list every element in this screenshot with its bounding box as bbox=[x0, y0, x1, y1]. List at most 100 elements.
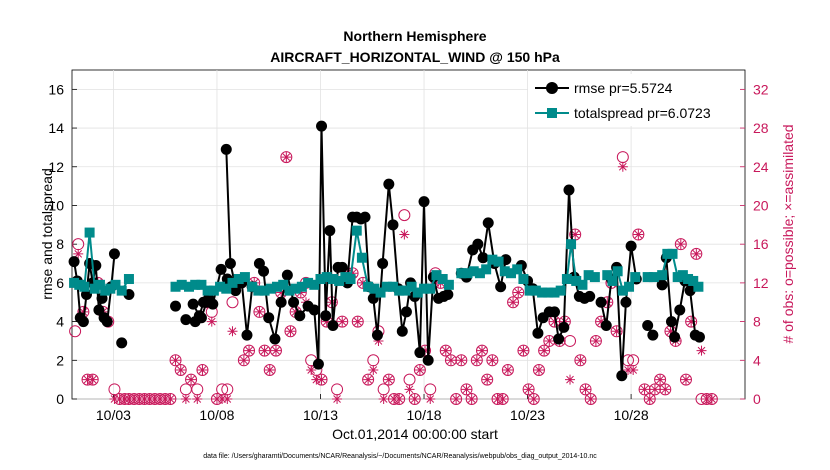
assimilated-obs-marker bbox=[160, 394, 171, 404]
assimilated-obs-marker bbox=[701, 394, 712, 404]
totalspread-point bbox=[577, 279, 588, 290]
totalspread-point bbox=[190, 279, 201, 290]
possible-obs-marker bbox=[579, 383, 592, 396]
rmse-point bbox=[316, 120, 328, 132]
totalspread-point bbox=[69, 277, 80, 288]
totalspread-point bbox=[94, 279, 105, 290]
totalspread-point bbox=[221, 283, 232, 294]
totalspread-point bbox=[555, 285, 566, 296]
totalspread-point bbox=[176, 279, 187, 290]
totalspread-point bbox=[334, 275, 345, 286]
possible-obs-marker bbox=[589, 334, 602, 347]
y-tick-label: 10 bbox=[48, 197, 64, 213]
y2-tick-label: 4 bbox=[753, 352, 761, 368]
rmse-point bbox=[68, 256, 80, 268]
possible-obs-marker bbox=[517, 344, 530, 357]
assimilated-obs-marker bbox=[680, 374, 691, 385]
totalspread-point bbox=[543, 287, 554, 298]
assimilated-obs-marker bbox=[539, 345, 550, 356]
totalspread-point bbox=[278, 279, 289, 290]
totalspread-point bbox=[170, 281, 181, 292]
possible-obs-marker bbox=[527, 393, 540, 405]
x-tick-label: 10/23 bbox=[510, 407, 545, 423]
totalspread-point bbox=[309, 279, 320, 290]
assimilated-obs-marker bbox=[518, 345, 529, 356]
rmse-point bbox=[684, 285, 696, 297]
rmse-point bbox=[108, 248, 120, 260]
totalspread-point bbox=[321, 272, 332, 283]
totalspread-point bbox=[688, 275, 699, 286]
legend-spread-marker bbox=[547, 108, 557, 118]
rmse-point bbox=[387, 219, 399, 231]
rmse-point bbox=[422, 354, 434, 366]
assimilated-obs-marker bbox=[254, 306, 265, 317]
possible-obs-marker bbox=[685, 315, 698, 328]
totalspread-point bbox=[381, 281, 392, 292]
possible-obs-marker bbox=[654, 373, 667, 386]
assimilated-obs-marker bbox=[461, 384, 472, 395]
rmse-point bbox=[495, 281, 507, 293]
rmse-point bbox=[359, 211, 371, 223]
y-tick-label: 6 bbox=[56, 275, 64, 291]
assimilated-obs-marker bbox=[368, 364, 379, 375]
assimilated-obs-marker bbox=[285, 326, 296, 337]
assimilated-obs-marker bbox=[321, 316, 332, 327]
rmse-point bbox=[563, 184, 575, 196]
rmse-point bbox=[77, 316, 89, 328]
assimilated-obs-marker bbox=[617, 161, 628, 172]
possible-obs-marker bbox=[280, 151, 293, 164]
x-tick-label: 10/18 bbox=[407, 407, 442, 423]
totalspread-point bbox=[89, 283, 100, 294]
right-axis: 0 4 8 12 16 20 24 28 32 bbox=[740, 81, 769, 407]
assimilated-obs-marker bbox=[706, 394, 717, 404]
totalspread-point bbox=[84, 227, 95, 238]
assimilated-obs-marker bbox=[134, 394, 145, 404]
assimilated-obs-marker bbox=[87, 374, 98, 385]
rmse-point bbox=[383, 178, 395, 190]
assimilated-obs-marker bbox=[144, 394, 155, 404]
possible-obs-marker bbox=[507, 296, 520, 309]
x-tick-label: 10/08 bbox=[199, 407, 234, 423]
totalspread-point bbox=[672, 272, 683, 283]
possible-obs-marker bbox=[243, 344, 256, 357]
rmse-point bbox=[414, 347, 426, 359]
rmse-point bbox=[308, 304, 320, 316]
rmse-point bbox=[600, 319, 612, 331]
assimilated-obs-marker bbox=[197, 364, 208, 375]
totalspread-point bbox=[265, 283, 276, 294]
totalspread-point bbox=[284, 285, 295, 296]
totalspread-point bbox=[683, 274, 694, 285]
possible-obs-marker bbox=[450, 393, 463, 405]
rmse-point bbox=[193, 310, 205, 322]
rmse-point bbox=[532, 327, 544, 339]
totalspread-point bbox=[419, 283, 430, 294]
rmse-point bbox=[241, 329, 253, 341]
assimilated-obs-marker bbox=[244, 345, 255, 356]
rmse-point bbox=[220, 143, 232, 155]
totalspread-point bbox=[583, 270, 594, 281]
totalspread-point bbox=[602, 270, 613, 281]
possible-obs-marker bbox=[284, 325, 297, 338]
assimilated-obs-marker bbox=[675, 239, 686, 250]
assimilated-obs-marker bbox=[352, 316, 363, 327]
assimilated-obs-marker bbox=[585, 394, 596, 404]
legend-rmse-label: rmse pr=5.5724 bbox=[574, 80, 673, 96]
legend-spread-label: totalspread pr=6.0723 bbox=[574, 105, 711, 121]
totalspread-point bbox=[662, 248, 673, 259]
assimilated-obs-marker bbox=[471, 355, 482, 366]
possible-obs-marker bbox=[674, 238, 687, 251]
totalspread-point bbox=[667, 248, 678, 259]
legend: rmse pr=5.5724 totalspread pr=6.0723 bbox=[528, 74, 740, 126]
possible-obs-marker bbox=[679, 373, 692, 386]
possible-obs-marker bbox=[263, 363, 276, 376]
assimilated-obs-marker bbox=[633, 229, 644, 240]
y2-tick-label: 32 bbox=[753, 81, 769, 97]
rmse-point bbox=[669, 331, 681, 343]
assimilated-obs-marker bbox=[575, 355, 586, 366]
possible-obs-marker bbox=[237, 354, 250, 367]
possible-obs-marker bbox=[382, 373, 395, 386]
totalspread-point bbox=[233, 274, 244, 285]
totalspread-point bbox=[253, 285, 264, 296]
assimilated-obs-marker bbox=[590, 335, 601, 346]
